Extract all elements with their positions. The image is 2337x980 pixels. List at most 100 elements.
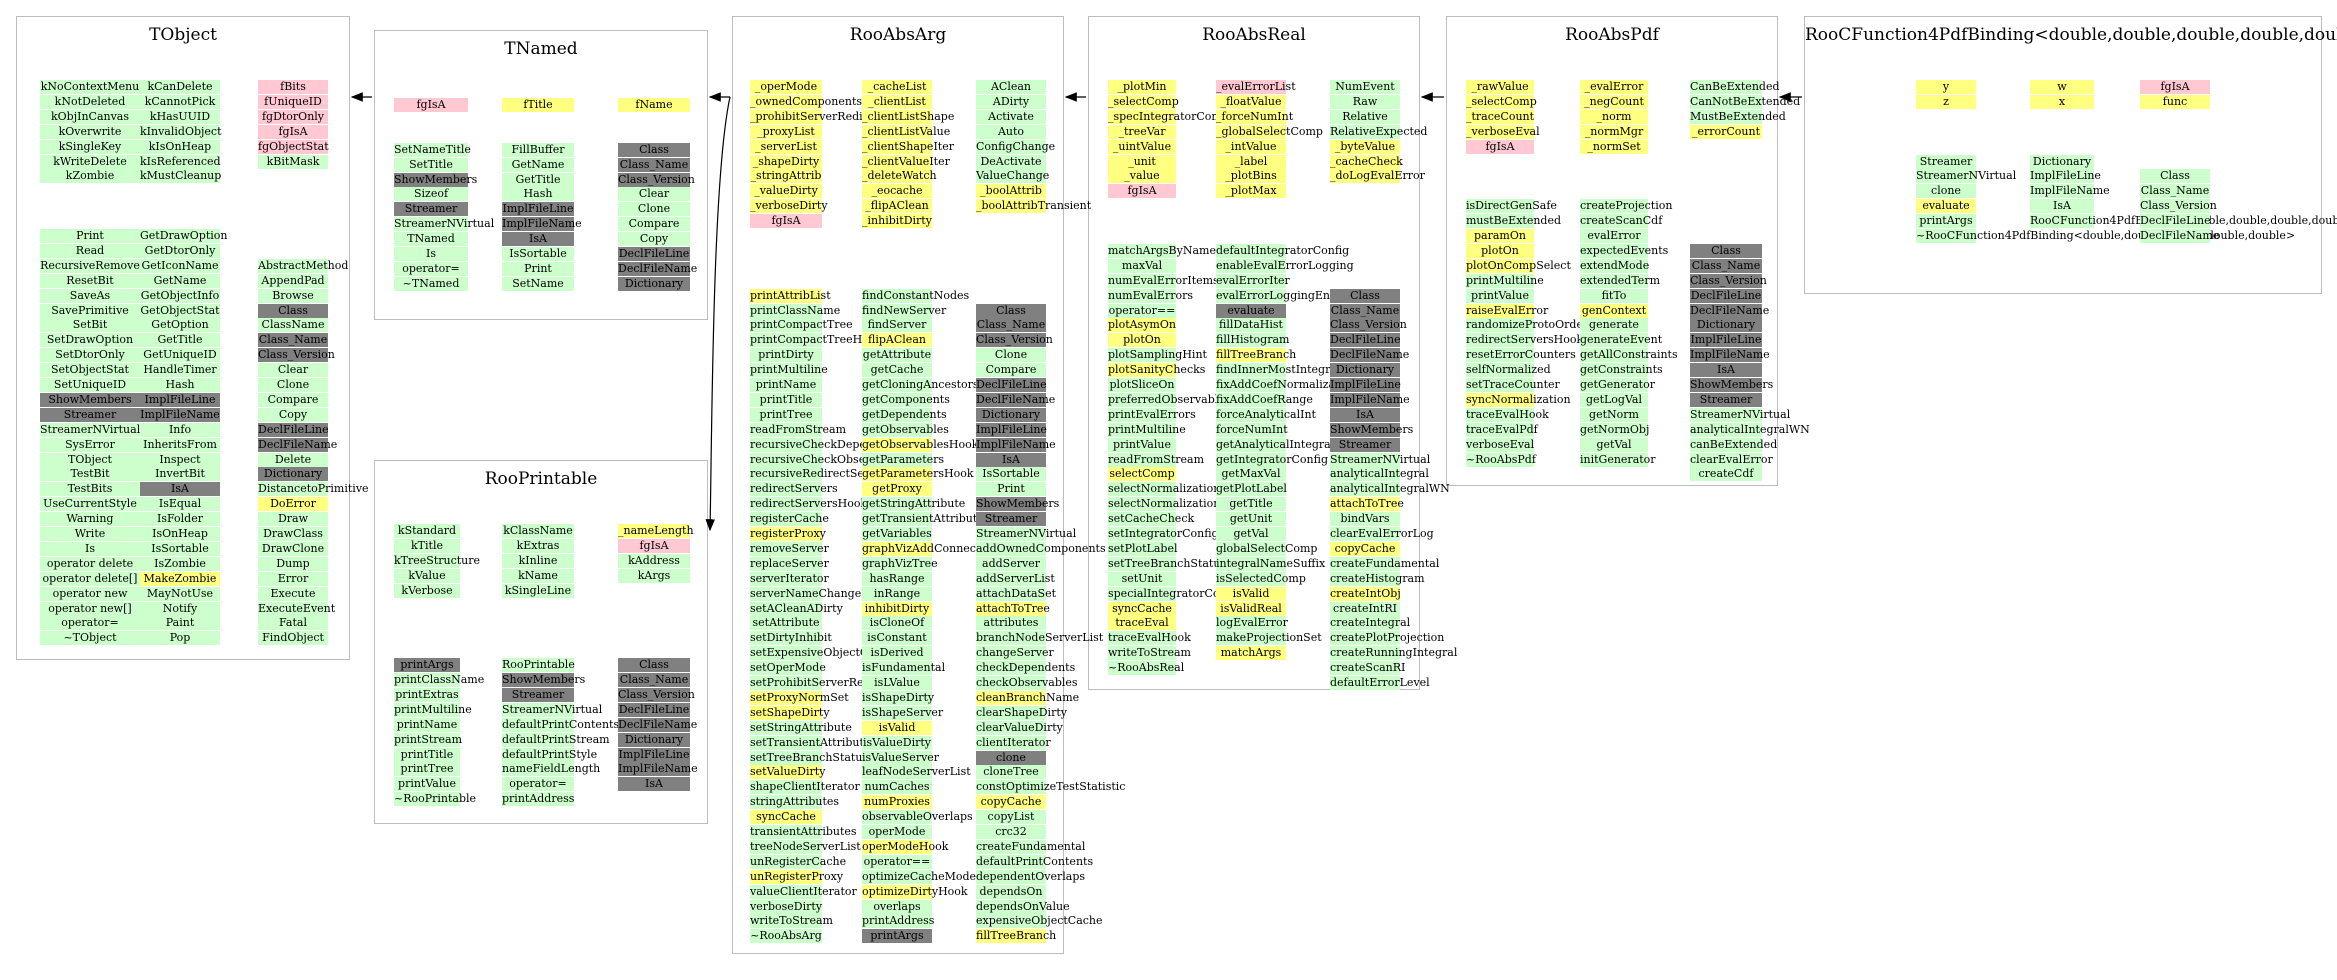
member-rooabsreal-2-35: createIntRI: [1330, 601, 1400, 616]
member-tnamed-0-12: ~TNamed: [394, 276, 468, 291]
member-rooabsreal-1-36: logEvalError: [1216, 616, 1288, 631]
member-rooabsarg-0-28: redirectServersHook: [750, 497, 868, 512]
member-rooabsarg-1-47: numCaches: [862, 780, 932, 795]
member-rooabsreal-2-17: DeclFileLine: [1330, 333, 1401, 348]
member-rooabsarg-2-2: Activate: [976, 109, 1046, 124]
member-tobject-1-17: GetTitle: [140, 333, 220, 348]
member-tnamed-2-6: Clear: [618, 187, 690, 202]
class-title: RooCFunction4PdfBinding<double,double,do…: [1805, 25, 2337, 45]
member-tobject-2-22: Copy: [258, 407, 328, 422]
member-rooabspdf-2-17: ImplFileLine: [1690, 333, 1762, 348]
member-binding-1-9: RooCFunction4PdfBinding<double,double,do…: [2030, 214, 2337, 229]
member-tnamed-0-4: SetTitle: [394, 157, 468, 172]
member-rooabsreal-0-2: _specIntegratorConfig: [1108, 109, 1233, 124]
member-rooprintable-1-3: kName: [502, 568, 574, 583]
class-title: RooAbsPdf: [1565, 25, 1659, 45]
member-rooabsarg-1-42: isShapeServer: [862, 705, 944, 720]
member-tobject-2-13: AppendPad: [258, 273, 328, 288]
member-rooabsreal-2-18: DeclFileName: [1330, 348, 1410, 363]
member-rooabspdf-1-4: _normSet: [1580, 139, 1648, 154]
member-rooabsreal-0-15: operator==: [1108, 303, 1176, 318]
member-rooabsreal-1-14: evalErrorLoggingEnabled: [1216, 288, 1361, 303]
member-binding-2-9: DeclFileLine: [2140, 214, 2211, 229]
member-rooabsreal-0-19: plotSanityChecks: [1108, 363, 1206, 378]
member-rooabsreal-0-25: readFromStream: [1108, 452, 1205, 467]
member-rooabsreal-1-33: isSelectedComp: [1216, 571, 1306, 586]
member-rooprintable-2-16: ImplFileName: [618, 762, 698, 777]
member-rooabsarg-1-19: getCache: [862, 363, 932, 378]
member-tnamed-1-3: FillBuffer: [502, 142, 574, 157]
member-rooabsarg-2-24: ImplFileName: [976, 437, 1056, 452]
member-rooabsarg-2-15: Class: [976, 303, 1046, 318]
member-rooabsarg-0-55: verboseDirty: [750, 899, 823, 914]
member-rooabspdf-1-11: expectedEvents: [1580, 243, 1669, 258]
member-rooabspdf-2-24: canBeExtended: [1690, 437, 1778, 452]
member-tobject-2-34: Execute: [258, 586, 328, 601]
member-tnamed-1-5: GetTitle: [502, 172, 574, 187]
member-rooabsarg-1-7: _eocache: [862, 184, 932, 199]
member-tnamed-1-8: ImplFileName: [502, 217, 582, 232]
member-rooabsarg-0-16: printCompactTree: [750, 318, 853, 333]
member-rooabspdf-0-14: printValue: [1466, 288, 1534, 303]
member-rooabsarg-2-57: fillTreeBranch: [976, 929, 1057, 944]
member-tobject-2-2: fgDtorOnly: [258, 109, 328, 124]
member-rooabspdf-1-24: getVal: [1580, 437, 1648, 452]
member-rooprintable-0-4: kVerbose: [394, 583, 460, 598]
member-rooprintable-2-12: DeclFileLine: [618, 702, 690, 717]
member-tnamed-0-10: Is: [394, 247, 468, 261]
member-rooabsarg-1-31: graphVizAddConnections: [862, 541, 1003, 556]
member-rooabsarg-0-23: readFromStream: [750, 422, 847, 437]
member-tobject-1-25: Inspect: [140, 452, 220, 467]
member-rooabsarg-2-28: ShowMembers: [976, 497, 1060, 512]
member-rooprintable-0-3: kValue: [394, 568, 460, 583]
member-rooabspdf-1-13: extendedTerm: [1580, 273, 1661, 288]
member-rooabsarg-2-34: attachDataSet: [976, 586, 1057, 601]
member-rooabsarg-2-38: changeServer: [976, 646, 1054, 661]
member-rooabsreal-2-28: attachToTree: [1330, 497, 1404, 512]
member-rooabsreal-0-28: selectNormalizationRange: [1108, 497, 1256, 512]
member-rooabsarg-2-43: clearValueDirty: [976, 720, 1063, 735]
member-rooabsreal-1-35: isValidReal: [1216, 601, 1286, 616]
member-rooabsarg-2-16: Class_Name: [976, 318, 1046, 333]
member-rooabsarg-0-32: replaceServer: [750, 556, 829, 571]
member-rooabsarg-0-17: printCompactTreeHook: [750, 333, 883, 348]
member-rooabsarg-1-4: _clientShapeIter: [862, 139, 954, 154]
member-rooabsarg-2-54: dependsOn: [976, 884, 1046, 899]
member-rooabsreal-0-1: _selectComp: [1108, 94, 1179, 109]
member-tnamed-1-4: GetName: [502, 157, 574, 172]
member-rooabsarg-0-37: setDirtyInhibit: [750, 631, 832, 646]
member-rooprintable-1-0: kClassName: [502, 524, 574, 538]
member-rooabspdf-2-12: Class_Name: [1690, 258, 1762, 273]
member-tobject-1-11: GetDtorOnly: [140, 243, 220, 258]
member-rooabsarg-2-19: Compare: [976, 363, 1046, 378]
member-rooprintable-1-15: defaultPrintStyle: [502, 747, 598, 762]
member-rooprintable-1-12: StreamerNVirtual: [502, 702, 603, 717]
member-tobject-0-0: kNoContextMenu: [40, 80, 140, 94]
member-rooabsarg-1-23: getObservables: [862, 422, 949, 437]
member-rooabsreal-0-17: plotOn: [1108, 333, 1176, 348]
member-rooabsreal-1-26: getMaxVal: [1216, 467, 1286, 482]
member-rooabsarg-1-37: isConstant: [862, 631, 932, 646]
member-rooabsreal-0-16: plotAsymOn: [1108, 318, 1176, 333]
member-rooabspdf-1-0: _evalError: [1580, 80, 1648, 94]
member-rooabsarg-0-3: _proxyList: [750, 124, 822, 139]
member-rooabspdf-1-16: generate: [1580, 318, 1648, 333]
member-rooabsarg-1-46: leafNodeServerList: [862, 765, 971, 780]
member-rooabsarg-2-21: DeclFileName: [976, 392, 1056, 407]
member-tobject-0-13: ResetBit: [40, 273, 140, 288]
member-tobject-2-31: DrawClone: [258, 541, 328, 556]
member-rooabspdf-0-15: raiseEvalError: [1466, 303, 1549, 318]
member-rooabsreal-0-33: setUnit: [1108, 571, 1176, 586]
member-rooabspdf-0-21: syncNormalization: [1466, 392, 1571, 407]
member-tobject-0-24: SysError: [40, 437, 140, 452]
member-rooabsarg-1-29: getTransientAttribute: [862, 512, 984, 527]
member-rooabsarg-1-22: getDependents: [862, 407, 947, 422]
member-binding-0-7: clone: [1916, 184, 1976, 199]
member-rooabspdf-2-13: Class_Version: [1690, 273, 1767, 288]
member-binding-1-6: ImplFileLine: [2030, 169, 2101, 184]
member-tnamed-1-7: ImplFileLine: [502, 202, 574, 217]
member-rooprintable-0-18: ~RooPrintable: [394, 792, 477, 807]
member-tobject-2-29: Draw: [258, 512, 328, 527]
member-rooabsarg-0-44: setTransientAttribute: [750, 735, 871, 750]
